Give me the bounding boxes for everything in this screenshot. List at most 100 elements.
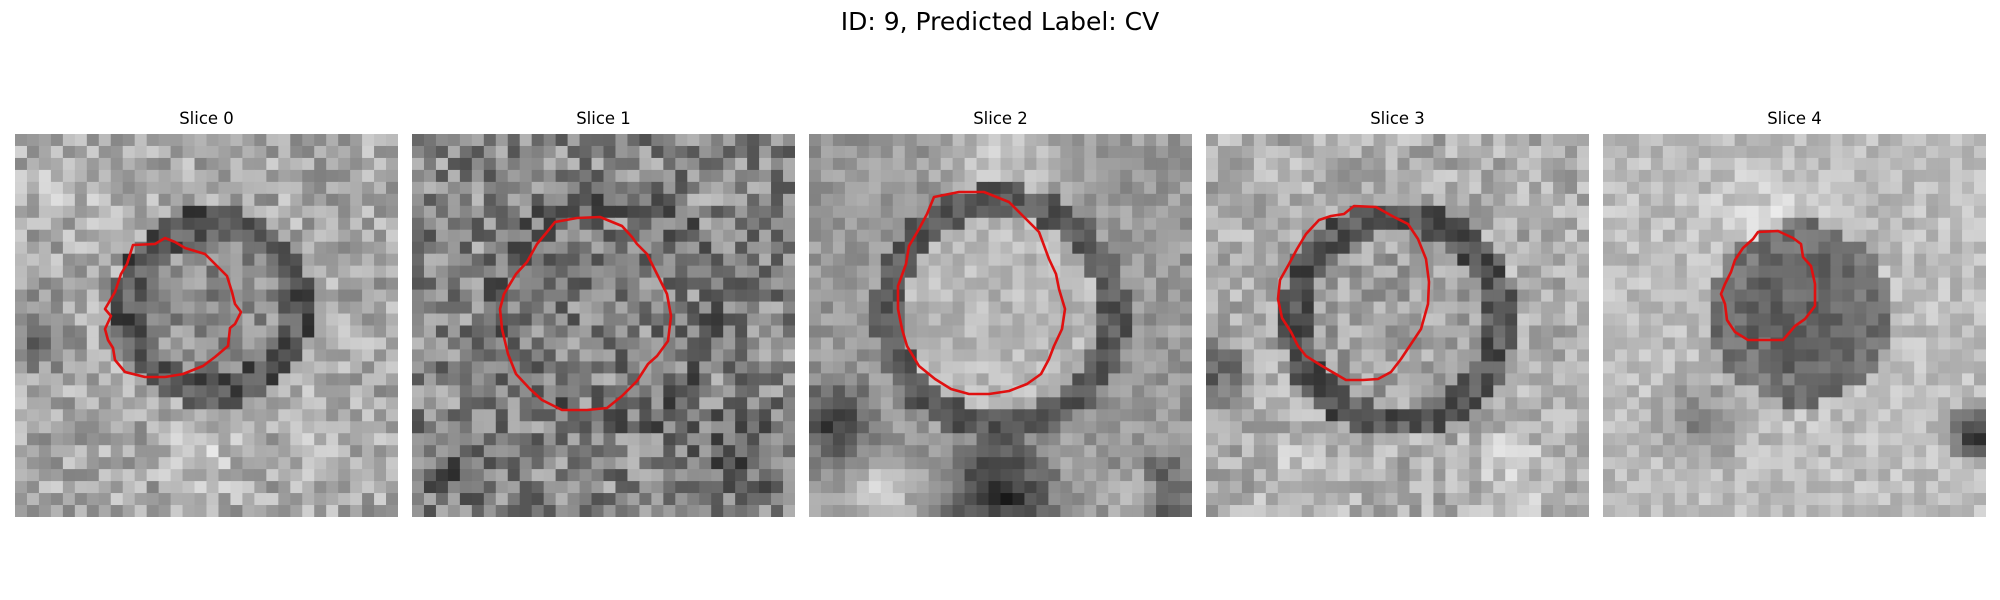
image-pixel — [1686, 421, 1700, 434]
image-pixel — [1217, 134, 1231, 147]
image-pixel — [1890, 361, 1903, 374]
image-pixel — [74, 145, 88, 159]
image-pixel — [278, 205, 291, 219]
image-pixel — [1974, 205, 1986, 219]
image-pixel — [1493, 205, 1506, 219]
image-pixel — [988, 253, 1002, 267]
image-pixel — [723, 193, 736, 207]
image-pixel — [567, 481, 581, 494]
image-pixel — [856, 134, 870, 147]
image-pixel — [1265, 193, 1279, 207]
image-pixel — [146, 289, 160, 303]
image-pixel — [435, 253, 449, 267]
image-pixel — [1938, 229, 1951, 243]
image-pixel — [483, 301, 497, 315]
image-pixel — [338, 493, 351, 506]
image-pixel — [230, 241, 244, 255]
image-pixel — [50, 409, 64, 422]
image-pixel — [194, 301, 208, 315]
image-pixel — [338, 505, 351, 517]
image-pixel — [1866, 301, 1879, 315]
image-pixel — [26, 217, 40, 231]
image-pixel — [1734, 373, 1748, 386]
image-pixel — [1421, 145, 1435, 159]
image-pixel — [1722, 169, 1736, 183]
image-pixel — [1277, 445, 1291, 458]
image-pixel — [1722, 289, 1736, 303]
image-pixel — [1024, 265, 1038, 279]
image-pixel — [699, 409, 712, 422]
image-pixel — [1553, 361, 1566, 374]
image-pixel — [170, 421, 184, 434]
image-pixel — [110, 157, 124, 171]
image-pixel — [1253, 457, 1267, 470]
image-pixel — [218, 313, 232, 327]
image-pixel — [1914, 349, 1927, 363]
image-pixel — [940, 373, 954, 386]
image-pixel — [230, 409, 244, 422]
image-pixel — [1144, 157, 1157, 171]
image-pixel — [483, 445, 497, 458]
image-pixel — [1277, 409, 1291, 422]
image-pixel — [1926, 313, 1939, 327]
image-pixel — [62, 397, 76, 410]
image-pixel — [218, 445, 232, 458]
image-pixel — [314, 325, 327, 339]
image-pixel — [1132, 421, 1145, 434]
image-pixel — [1517, 169, 1530, 183]
image-pixel — [435, 457, 449, 470]
image-pixel — [1902, 349, 1915, 363]
image-pixel — [194, 265, 208, 279]
image-pixel — [350, 157, 363, 171]
image-pixel — [809, 277, 822, 291]
image-pixel — [170, 505, 184, 517]
image-pixel — [447, 421, 461, 434]
image-pixel — [856, 493, 870, 506]
image-pixel — [266, 337, 279, 351]
image-pixel — [1325, 169, 1339, 183]
image-pixel — [892, 193, 906, 207]
image-pixel — [1397, 505, 1411, 517]
image-pixel — [1325, 469, 1339, 482]
image-pixel — [1024, 289, 1038, 303]
image-pixel — [1096, 145, 1109, 159]
image-pixel — [735, 457, 748, 470]
image-pixel — [1120, 217, 1133, 231]
image-pixel — [856, 205, 870, 219]
image-pixel — [218, 289, 232, 303]
image-pixel — [1806, 205, 1820, 219]
image-pixel — [651, 289, 664, 303]
image-pixel — [555, 265, 569, 279]
image-pixel — [868, 277, 882, 291]
image-pixel — [98, 181, 112, 195]
image-pixel — [591, 265, 605, 279]
image-pixel — [1758, 134, 1772, 147]
image-pixel — [1397, 481, 1411, 494]
image-pixel — [1469, 134, 1482, 147]
image-pixel — [1950, 337, 1963, 351]
image-pixel — [1710, 349, 1724, 363]
image-pixel — [1361, 217, 1375, 231]
image-pixel — [1577, 469, 1589, 482]
image-pixel — [362, 445, 375, 458]
image-pixel — [1277, 229, 1291, 243]
image-pixel — [1144, 349, 1157, 363]
image-pixel — [1878, 409, 1891, 422]
image-pixel — [1866, 313, 1879, 327]
image-pixel — [1217, 481, 1231, 494]
image-pixel — [1072, 181, 1085, 195]
image-pixel — [290, 397, 303, 410]
image-pixel — [1000, 229, 1014, 243]
image-pixel — [170, 433, 184, 446]
image-pixel — [543, 205, 557, 219]
image-pixel — [1734, 349, 1748, 363]
image-pixel — [278, 505, 291, 517]
image-pixel — [459, 217, 473, 231]
image-pixel — [1168, 253, 1181, 267]
image-pixel — [1603, 217, 1616, 231]
image-pixel — [423, 169, 437, 183]
image-pixel — [531, 145, 545, 159]
image-pixel — [254, 253, 267, 267]
image-pixel — [1313, 205, 1327, 219]
image-pixel — [735, 205, 748, 219]
